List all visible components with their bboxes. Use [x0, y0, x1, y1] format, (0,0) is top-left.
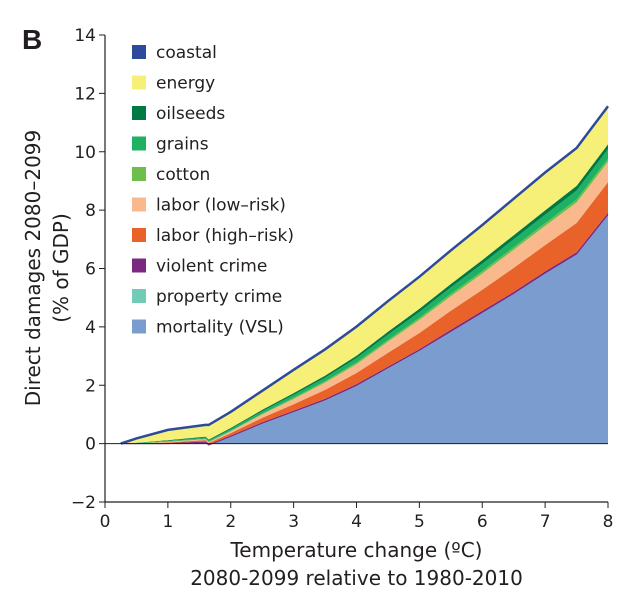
- x-tick-label: 0: [100, 512, 111, 532]
- legend-label: grains: [156, 135, 209, 155]
- legend-item-labor-high-risk: labor (high–risk): [132, 226, 294, 246]
- legend-swatch: [132, 106, 146, 120]
- y-tick-label: 2: [85, 376, 96, 396]
- area-mortality-vsl: [120, 214, 608, 446]
- legend-label: labor (low–risk): [156, 196, 286, 216]
- x-tick-label: 2: [225, 512, 236, 532]
- x-tick-label: 7: [540, 512, 551, 532]
- legend-item-cotton: cotton: [132, 165, 210, 185]
- x-axis-sublabel: 2080-2099 relative to 1980-2010: [190, 566, 523, 590]
- legend-swatch: [132, 228, 146, 242]
- y-tick-label: −2: [71, 493, 96, 513]
- y-tick-label: 10: [74, 143, 96, 163]
- y-tick-label: 12: [74, 84, 96, 104]
- total-damage-line: [120, 105, 609, 445]
- x-tick-label: 1: [162, 512, 173, 532]
- legend-item-labor-low-risk: labor (low–risk): [132, 196, 286, 216]
- legend-swatch: [132, 75, 146, 90]
- legend-label: cotton: [156, 165, 210, 185]
- legend-item-violent-crime: violent crime: [132, 257, 267, 277]
- legend-label: property crime: [156, 287, 282, 307]
- legend-item-grains: grains: [132, 135, 209, 155]
- x-axis-label: Temperature change (ºC): [230, 538, 483, 562]
- legend-swatch: [132, 258, 146, 273]
- legend-swatch: [132, 136, 146, 151]
- legend-item-energy: energy: [132, 74, 215, 94]
- legend-label: violent crime: [156, 257, 267, 277]
- y-tick-label: 6: [85, 260, 96, 280]
- legend-swatch: [132, 45, 146, 59]
- y-tick-label: 4: [85, 318, 96, 338]
- legend-item-mortality-vsl: mortality (VSL): [132, 318, 284, 338]
- legend-item-property-crime: property crime: [132, 287, 282, 307]
- panel-label: B: [22, 24, 43, 55]
- y-axis-label-unit: (% of GDP): [49, 213, 73, 323]
- legend-swatch: [132, 289, 146, 303]
- legend: coastal energy oilseeds grains cotton labor (…: [132, 43, 294, 338]
- y-tick-label: 8: [85, 201, 96, 221]
- x-tick-label: 3: [288, 512, 299, 532]
- legend-label: labor (high–risk): [156, 226, 294, 246]
- legend-label: coastal: [156, 43, 217, 63]
- y-axis-label: Direct damages 2080–2099: [21, 130, 45, 407]
- legend-label: mortality (VSL): [156, 318, 284, 338]
- legend-label: oilseeds: [156, 104, 225, 124]
- x-tick-label: 8: [603, 512, 614, 532]
- legend-swatch: [132, 167, 146, 181]
- legend-swatch: [132, 319, 146, 334]
- y-tick-label: 14: [74, 26, 96, 46]
- y-tick-label: 0: [85, 435, 96, 455]
- x-tick-label: 5: [414, 512, 425, 532]
- legend-swatch: [132, 197, 146, 212]
- legend-item-oilseeds: oilseeds: [132, 104, 225, 124]
- x-tick-label: 6: [477, 512, 488, 532]
- mortality-boundary-line: [120, 214, 609, 446]
- legend-label: energy: [156, 74, 215, 94]
- legend-item-coastal: coastal: [132, 43, 217, 63]
- x-tick-label: 4: [351, 512, 362, 532]
- area-layers: [120, 105, 609, 446]
